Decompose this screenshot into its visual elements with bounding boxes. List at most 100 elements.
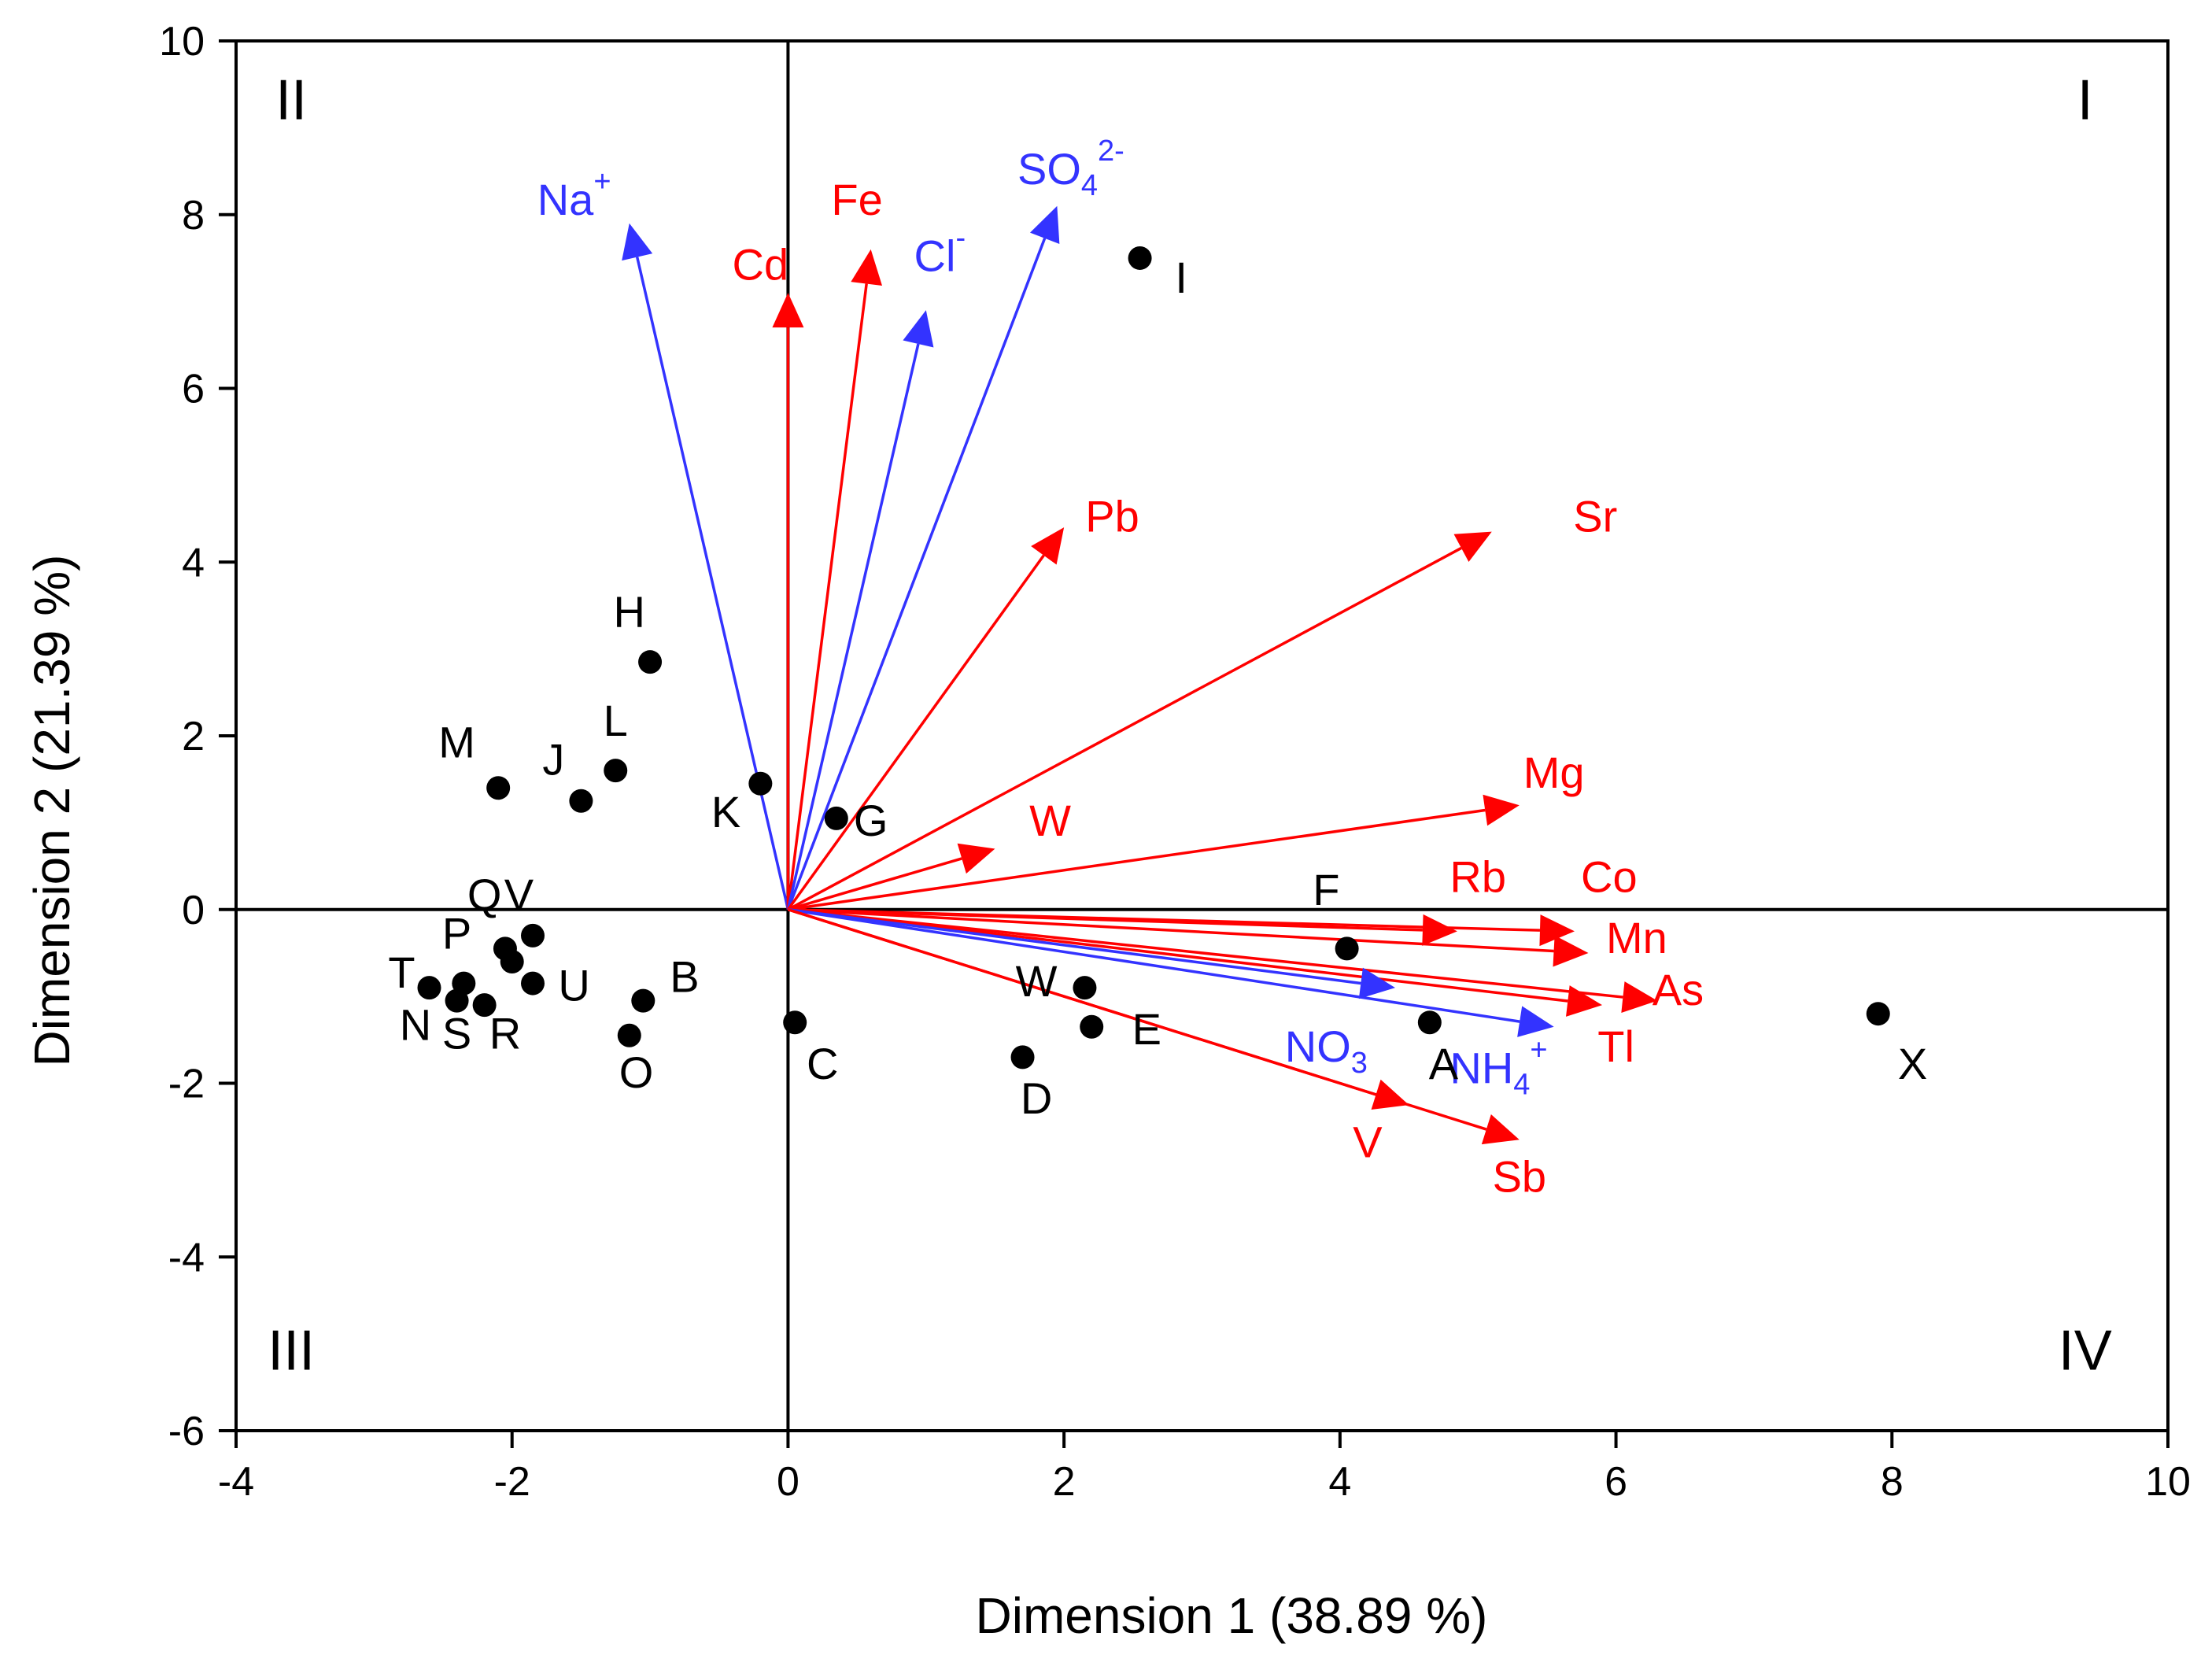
quadrant-label: I: [2077, 68, 2093, 131]
vector-arrowhead-pb: [1031, 527, 1065, 565]
y-axis-title: Dimension 2 (21.39 %): [24, 555, 80, 1067]
vector-label-mn: Mn: [1606, 913, 1667, 962]
quadrant-label: III: [268, 1320, 315, 1383]
point-l: [604, 759, 628, 783]
point-label-q: Q: [467, 870, 502, 919]
point-label-r: R: [489, 1008, 521, 1058]
vector-label-nh: NH4+: [1449, 1034, 1547, 1102]
point-u: [521, 971, 545, 996]
point-label-n: N: [400, 999, 431, 1049]
x-tick-label: -2: [494, 1459, 530, 1505]
point-j: [569, 789, 593, 813]
vector-label-v: V: [1353, 1117, 1383, 1166]
vector-line-sb: [787, 908, 1487, 1131]
point-b: [631, 988, 655, 1013]
vector-arrowhead-rb: [1422, 914, 1457, 946]
point-o: [617, 1023, 641, 1047]
vector-arrowhead-na: [622, 223, 653, 261]
quadrant-label: II: [275, 68, 307, 131]
y-tick-label: 2: [182, 714, 205, 759]
vector-line-nh: [788, 908, 1520, 1023]
point-e: [1080, 1014, 1104, 1039]
vectors-layer: [622, 205, 1658, 1145]
point-label-f: F: [1313, 865, 1339, 914]
vector-arrowhead-fe: [851, 249, 883, 286]
x-axis-title: Dimension 1 (38.89 %): [976, 1587, 1488, 1644]
vector-line-no: [788, 908, 1361, 985]
vector-line-mn: [788, 908, 1554, 953]
vector-arrowhead-as: [1621, 981, 1658, 1013]
point-w: [1073, 976, 1097, 1000]
vector-line-co: [788, 908, 1541, 932]
point-f: [1335, 936, 1359, 961]
point-k: [748, 771, 773, 796]
point-label-x: X: [1898, 1039, 1927, 1088]
point-m: [486, 776, 511, 800]
vector-arrowhead-nh: [1517, 1006, 1554, 1037]
vector-arrowhead-tl: [1566, 985, 1603, 1017]
point-p: [500, 949, 524, 973]
y-tick-label: 6: [182, 367, 205, 412]
point-label-d: D: [1021, 1073, 1052, 1123]
points-layer: [417, 246, 1890, 1069]
point-label-b: B: [670, 952, 699, 1002]
point-label-e: E: [1132, 1004, 1161, 1054]
vector-arrowhead-mg: [1483, 794, 1520, 826]
x-tick-label: 10: [2145, 1459, 2191, 1505]
vector-line-sr: [787, 546, 1462, 911]
vector-label-sr: Sr: [1573, 492, 1617, 541]
vector-arrowhead-cl: [903, 310, 934, 348]
axes-layer: -4 -2 0 2 4 6 8 10 -6 -4 -2 0 2 4 6 8 10: [159, 19, 2191, 1505]
point-c: [783, 1010, 807, 1035]
x-tick-label: 4: [1328, 1459, 1351, 1505]
vector-line-as: [788, 908, 1623, 999]
y-tick-label: -2: [168, 1062, 205, 1107]
vector-arrowhead-so: [1029, 205, 1060, 244]
point-label-p: P: [442, 908, 471, 958]
vector-arrowhead-w: [957, 843, 995, 874]
vector-label-cd: Cd: [733, 240, 789, 290]
x-tick-label: 0: [777, 1459, 799, 1505]
vector-label-fe: Fe: [831, 175, 882, 224]
vector-label-cl: Cl-: [914, 221, 966, 280]
vector-arrowhead-mn: [1553, 935, 1589, 967]
vector-label-co: Co: [1581, 852, 1638, 902]
point-label-t: T: [388, 948, 415, 997]
point-r: [472, 993, 497, 1018]
point-s: [452, 971, 476, 996]
x-tick-label: 8: [1881, 1459, 1904, 1505]
plot-frame: [234, 39, 2170, 1432]
vector-label-pb: Pb: [1085, 492, 1139, 541]
y-tick-label: 0: [182, 888, 205, 933]
quadrant-label: IV: [2059, 1320, 2112, 1383]
point-g: [824, 806, 848, 830]
y-tick-label: 4: [182, 540, 205, 586]
vector-line-pb: [787, 554, 1045, 911]
point-label-g: G: [854, 796, 888, 845]
vector-label-as: As: [1653, 965, 1704, 1014]
vector-arrowhead-co: [1539, 914, 1575, 947]
y-tick-label: -6: [168, 1409, 205, 1454]
point-i: [1128, 246, 1152, 270]
vector-arrowhead-cd: [772, 293, 804, 328]
vector-label-tl: Tl: [1597, 1021, 1634, 1071]
vector-line-cl: [786, 343, 920, 911]
point-label-c: C: [807, 1039, 838, 1088]
vector-label-mg: Mg: [1523, 748, 1585, 797]
point-h: [638, 650, 663, 674]
vector-line-na: [635, 257, 790, 911]
vector-line-so: [786, 238, 1047, 911]
vector-label-so: SO42-: [1017, 135, 1124, 202]
y-tick-label: 8: [182, 193, 205, 238]
vector-line-mg: [788, 808, 1486, 911]
point-label-v: V: [504, 870, 534, 919]
point-label-m: M: [438, 718, 475, 767]
y-tick-label: 10: [159, 19, 205, 65]
point-v: [521, 923, 545, 948]
point-x: [1866, 1002, 1890, 1026]
x-tick-label: -4: [218, 1459, 254, 1505]
point-t: [417, 976, 441, 1000]
vector-arrowhead-no: [1358, 967, 1395, 999]
point-d: [1010, 1045, 1035, 1069]
